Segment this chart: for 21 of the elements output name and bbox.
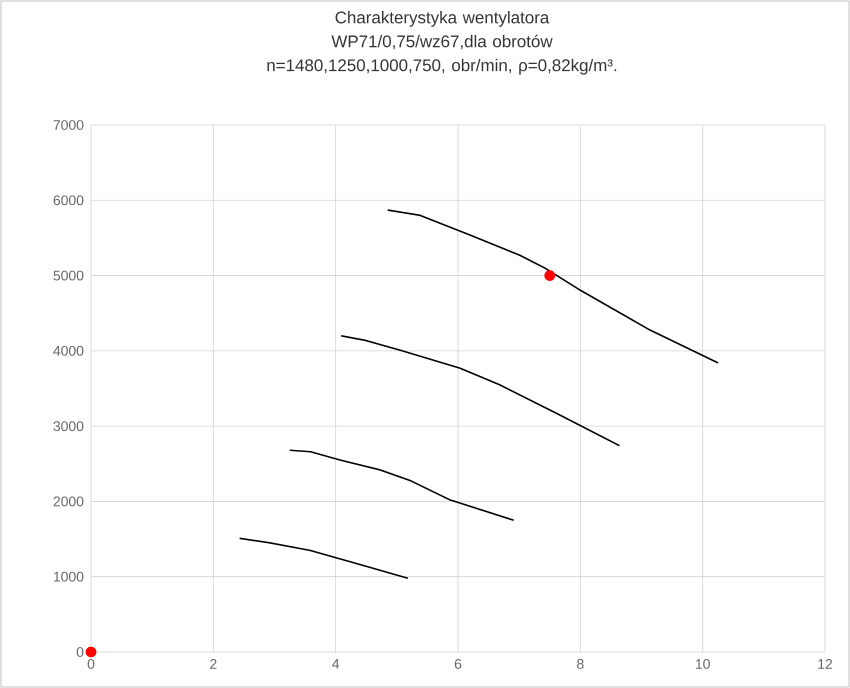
line-series — [288, 449, 514, 522]
y-tick-label: 7000 — [54, 120, 84, 130]
line-series — [238, 538, 409, 580]
x-tick-label: 12 — [818, 659, 832, 669]
y-tick-label: 2000 — [54, 496, 84, 506]
line-series — [340, 334, 620, 447]
y-tick-label: 5000 — [53, 270, 84, 280]
x-tick-label: 4 — [332, 659, 340, 669]
y-tick-label: 4000 — [53, 346, 84, 356]
line-series — [386, 209, 719, 364]
x-tick-label: 10 — [696, 659, 710, 669]
chart-title: Charakterystyka wentylatora — [336, 11, 550, 27]
y-tick-label: 3000 — [53, 421, 84, 432]
x-tick-label: 6 — [454, 659, 462, 669]
y-tick-label: 1000 — [54, 572, 84, 582]
y-tick-label: 0 — [76, 647, 84, 657]
x-tick-label: 0 — [88, 659, 94, 669]
x-tick-label: 8 — [577, 659, 584, 669]
x-tick-label: 2 — [210, 659, 217, 669]
chart-subtitle: WP71/0,75/wz67,dla obrotów n=1480,1250,1000,750, obr/min, ρ=0,82kg/m³. — [267, 34, 616, 75]
y-tick-label: 6000 — [54, 195, 84, 206]
